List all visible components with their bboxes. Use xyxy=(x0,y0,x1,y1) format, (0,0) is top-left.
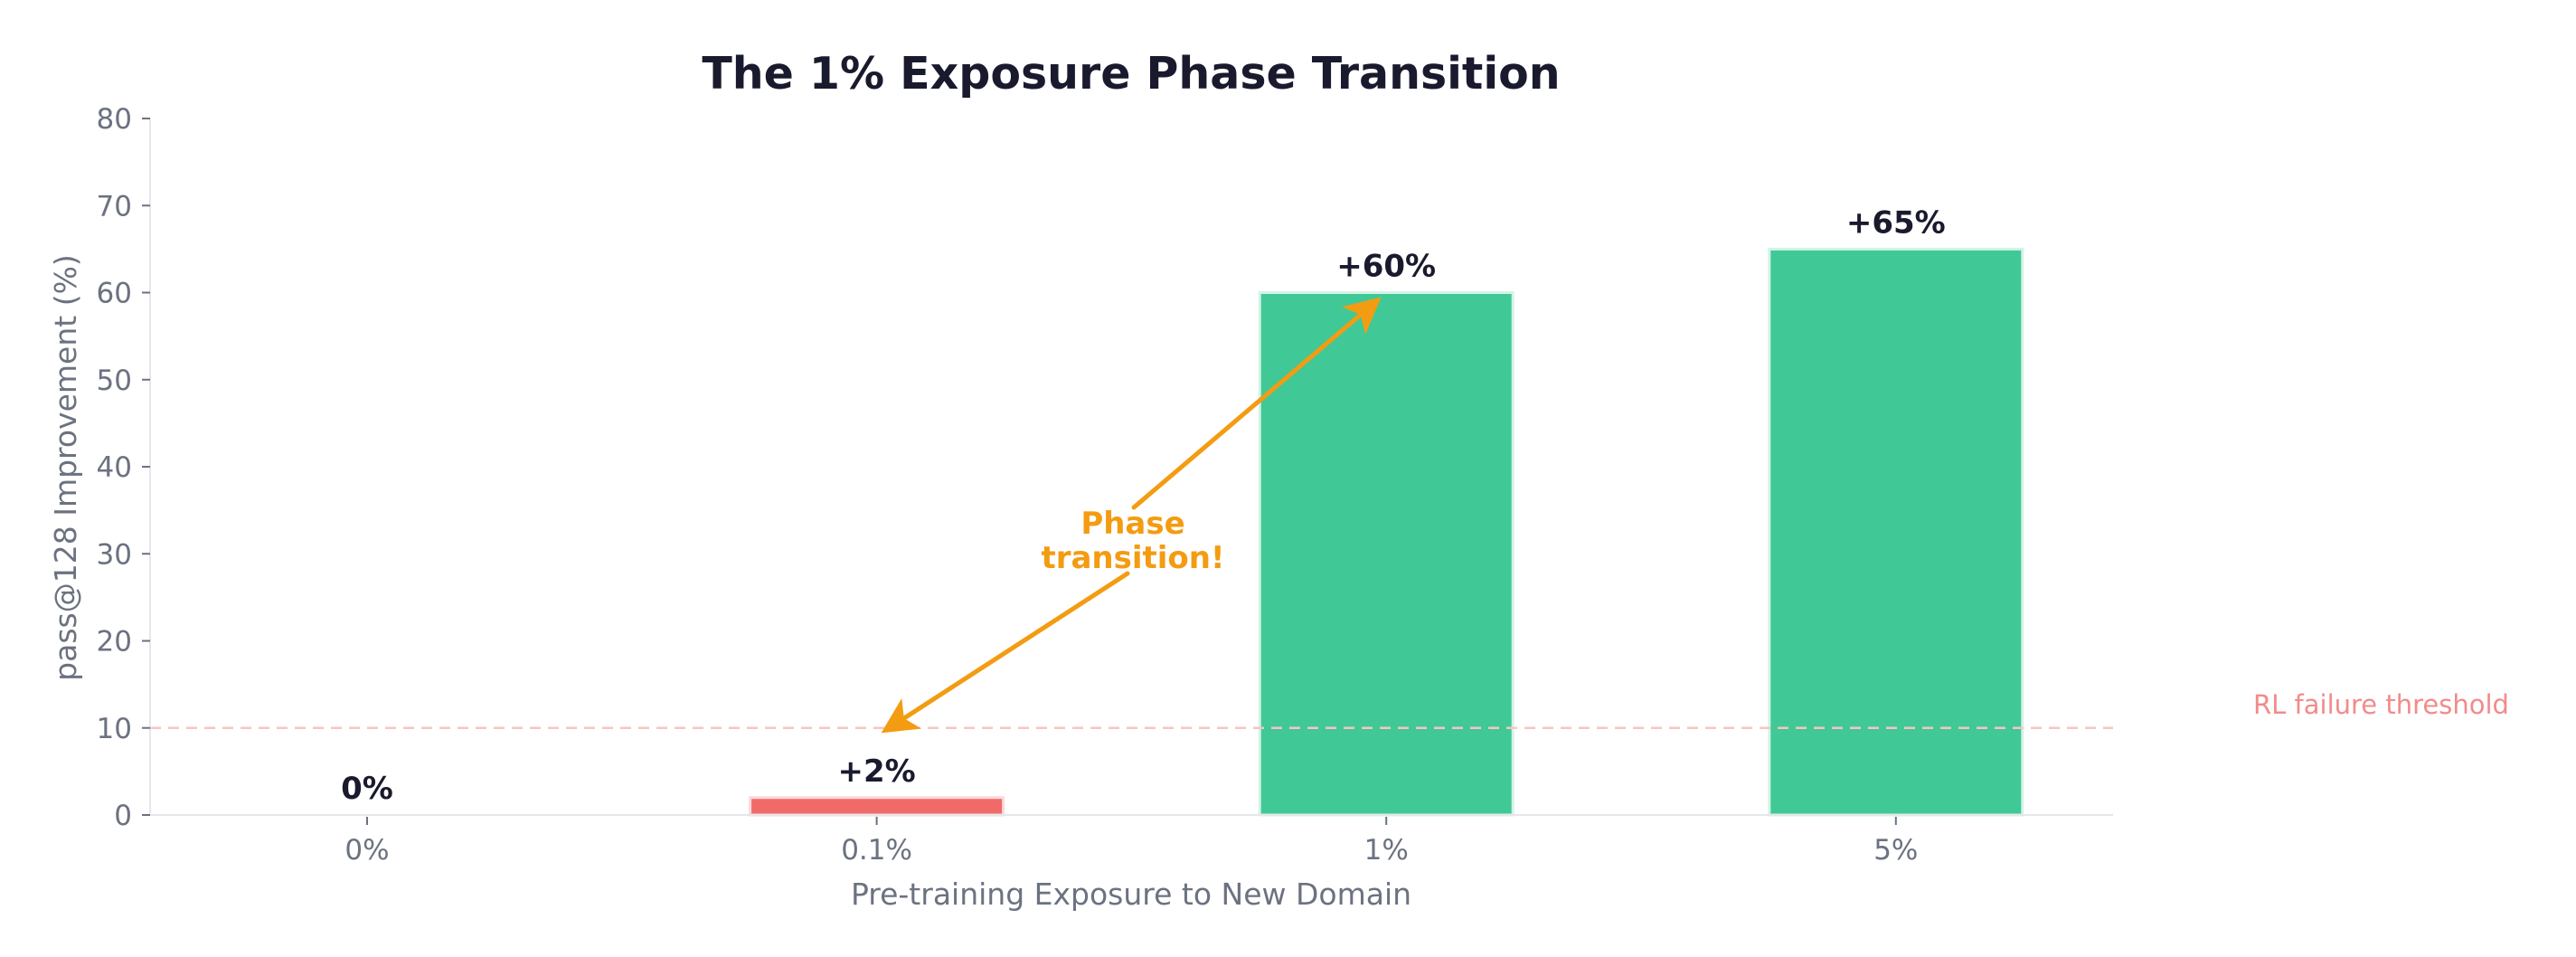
annotation-line-1: Phase xyxy=(1080,506,1184,542)
y-axis: 0 10 20 30 40 50 60 70 80 xyxy=(97,103,151,832)
bar-value-label: +65% xyxy=(1846,204,1946,241)
y-tick-label: 50 xyxy=(97,365,132,397)
x-tick-label: 0% xyxy=(344,834,389,867)
bar-0_1_ xyxy=(749,796,1005,817)
reference-line: RL failure threshold xyxy=(150,689,2509,729)
y-tick-label: 30 xyxy=(97,538,132,571)
bar-value-label: 0% xyxy=(341,771,393,807)
annotation-line-2: transition! xyxy=(1041,540,1224,576)
chart-title: The 1% Exposure Phase Transition xyxy=(702,48,1560,99)
arrow-up-icon xyxy=(1131,297,1382,510)
y-tick-label: 20 xyxy=(97,626,132,659)
x-tick-label: 1% xyxy=(1364,834,1409,867)
bar-5_ xyxy=(1768,247,2024,817)
bar-value-label: +2% xyxy=(837,753,915,790)
x-tick-label: 0.1% xyxy=(841,834,912,867)
y-tick-label: 10 xyxy=(97,713,132,745)
y-axis-label: pass@128 Improvement (%) xyxy=(48,254,83,681)
x-tick-label: 5% xyxy=(1873,834,1918,867)
x-axis-label: Pre-training Exposure to New Domain xyxy=(851,876,1411,912)
arrow-down-icon xyxy=(881,571,1130,734)
bar-value-label: +60% xyxy=(1336,249,1436,285)
threshold-label: RL failure threshold xyxy=(2253,689,2509,720)
y-tick-label: 80 xyxy=(97,103,132,136)
y-tick-label: 60 xyxy=(97,278,132,310)
y-tick-label: 70 xyxy=(97,190,132,223)
x-axis: 0% 0.1% 1% 5% xyxy=(150,814,2113,867)
y-tick-label: 0 xyxy=(114,800,132,832)
y-tick-label: 40 xyxy=(97,451,132,484)
